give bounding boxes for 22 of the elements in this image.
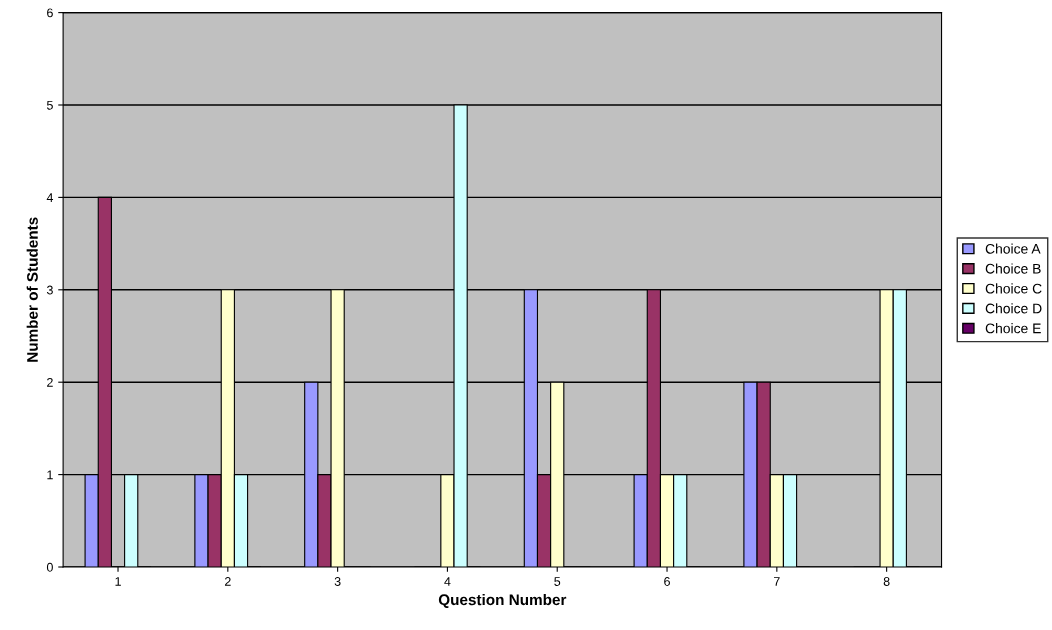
y-tick-label: 6: [47, 8, 53, 18]
legend-label: Choice A: [985, 243, 1041, 254]
x-tick-label: 3: [334, 577, 341, 586]
y-axis-title: Number of Students: [26, 217, 38, 362]
x-tick-label: 6: [664, 577, 670, 586]
y-tick-label: 1: [47, 470, 53, 480]
legend-label: Choice D: [985, 303, 1042, 314]
y-tick-label: 2: [47, 378, 53, 387]
x-tick-label: 1: [115, 577, 121, 586]
y-tick-label: 5: [46, 100, 53, 110]
y-tick-label: 3: [46, 285, 53, 295]
y-tick-label: 4: [46, 193, 54, 202]
y-tick-label: 0: [46, 562, 53, 572]
x-tick-label: 7: [774, 577, 780, 586]
legend-label: Choice E: [985, 323, 1041, 334]
x-tick-label: 8: [883, 577, 890, 586]
legend-label: Choice B: [985, 263, 1041, 274]
legend-label: Choice C: [985, 283, 1042, 294]
x-tick-label: 5: [554, 577, 561, 586]
x-tick-label: 2: [224, 577, 231, 586]
x-axis-title: Question Number: [438, 593, 567, 609]
x-tick-label: 4: [444, 577, 451, 586]
